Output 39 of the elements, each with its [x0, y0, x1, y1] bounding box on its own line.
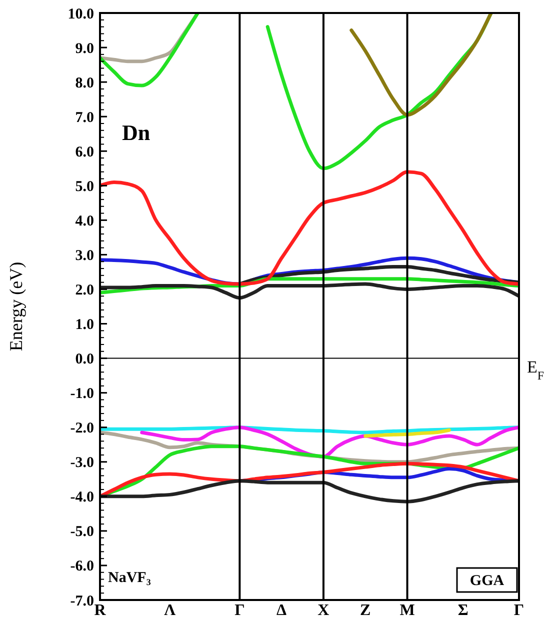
x-tick-label: Λ: [164, 602, 176, 619]
y-tick-label: 9.0: [75, 40, 94, 57]
line-series: [140, 426, 519, 458]
x-tick-label: R: [94, 602, 106, 619]
y-tick-label: 2.0: [75, 282, 94, 298]
y-tick-label: 8.0: [75, 75, 94, 92]
y-tick-label: 5.0: [75, 178, 94, 195]
x-tick-label: Δ: [276, 602, 287, 619]
x-tick-label: M: [400, 602, 415, 619]
x-tick-label: Γ: [514, 602, 524, 619]
line-series: [350, 13, 493, 117]
y-tick-label: 3.0: [75, 248, 94, 264]
annotation: Dn: [122, 120, 150, 145]
x-tick-label: Γ: [234, 602, 245, 619]
y-tick-label: -1.0: [70, 386, 94, 402]
y-tick-label: 4.0: [75, 213, 94, 230]
y-tick-label: -3.0: [70, 455, 94, 472]
y-axis-title: Energy (eV): [6, 262, 26, 352]
x-tick-label: Z: [360, 602, 371, 619]
ref-line-label: E$_{F}$: [527, 357, 544, 382]
annotation: NaVF₃: [108, 570, 152, 586]
y-tick-label: 1.0: [75, 317, 94, 334]
text-box: GGA: [456, 567, 518, 593]
line-series: [100, 13, 200, 88]
y-tick-label: 0.0: [75, 352, 94, 368]
y-tick-label: -5.0: [70, 524, 94, 540]
x-tick-label: Σ: [458, 602, 468, 619]
y-tick-label: -4.0: [70, 490, 94, 506]
line-series: [100, 479, 519, 504]
y-tick-label: 6.0: [75, 144, 94, 160]
y-tick-label: -7.0: [70, 593, 94, 610]
line-series: [100, 282, 519, 300]
y-tick-label: 10.0: [68, 6, 94, 22]
x-tick-label: X: [318, 602, 330, 619]
y-tick-label: 7.0: [75, 110, 94, 126]
y-tick-label: -2.0: [70, 420, 94, 437]
annotation: GGA: [470, 573, 504, 589]
line-series: [100, 170, 519, 286]
y-tick-label: -6.0: [70, 558, 94, 575]
